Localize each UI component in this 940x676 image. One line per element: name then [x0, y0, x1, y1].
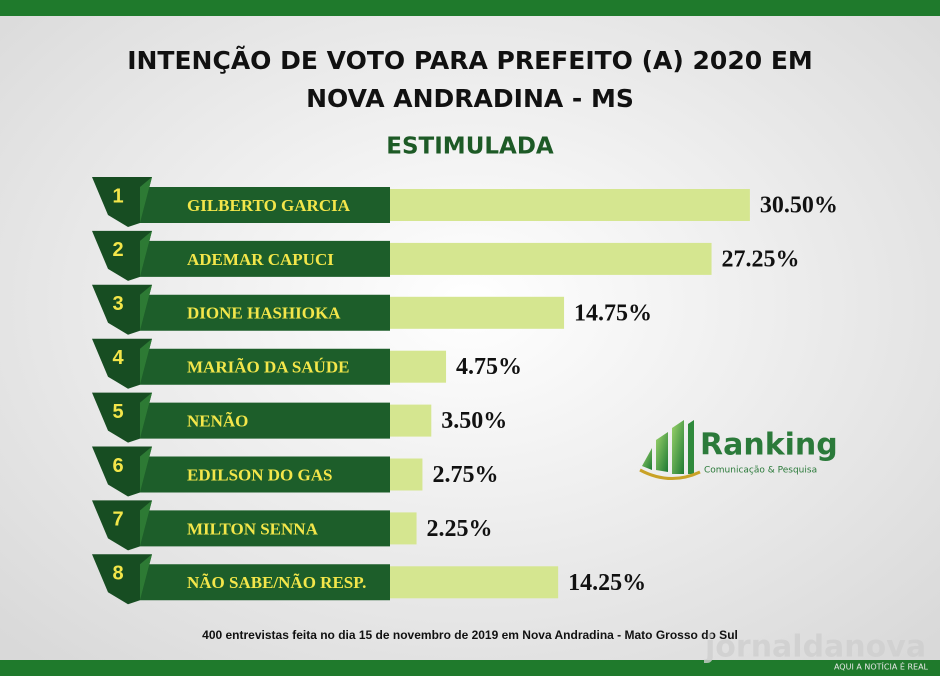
label-band	[128, 564, 390, 601]
label-band	[128, 294, 390, 331]
rank-tab-shade	[140, 338, 152, 385]
bar	[390, 296, 565, 329]
value-label: 14.75%	[574, 300, 652, 326]
watermark: jornaldanova	[704, 630, 926, 665]
logo-tagline: Comunicação & Pesquisa	[704, 466, 817, 476]
rank-tab	[92, 338, 152, 389]
label-band	[128, 456, 390, 493]
rank: 6	[112, 455, 123, 477]
bottom-band	[0, 660, 940, 676]
category-label: EDILSON DO GAS	[187, 465, 332, 484]
rank-tab-shade	[140, 284, 152, 331]
category-label: NENÃO	[187, 412, 248, 431]
rank-tab-shade	[140, 230, 152, 277]
logo: Ranking Comunicação & Pesquisa	[639, 420, 838, 481]
category-label: GILBERTO GARCIA	[187, 196, 351, 215]
rank-tab	[92, 446, 152, 497]
label-band	[128, 510, 390, 547]
value-label: 2.75%	[432, 462, 498, 488]
rank: 2	[112, 239, 123, 261]
bar	[390, 350, 447, 383]
rank-tab	[92, 554, 152, 605]
rank-tab-shade	[140, 392, 152, 439]
rank-tab-shade	[140, 554, 152, 601]
label-band	[128, 348, 390, 385]
label-band	[128, 402, 390, 439]
rank-tab	[92, 230, 152, 281]
value-label: 2.25%	[427, 516, 493, 542]
value-label: 3.50%	[441, 408, 507, 434]
value-label: 27.25%	[722, 246, 800, 272]
rank-tab	[92, 284, 152, 335]
bar	[390, 512, 417, 545]
category-label: NÃO SABE/NÃO RESP.	[187, 573, 366, 592]
watermark-tagline: AQUI A NOTÍCIA É REAL	[834, 661, 929, 672]
rank-tab-shade	[140, 177, 152, 223]
rank: 1	[112, 185, 123, 207]
category-label: MARIÃO DA SAÚDE	[187, 358, 349, 377]
value-label: 14.25%	[568, 570, 646, 596]
top-band	[0, 0, 940, 16]
rank-tab	[92, 392, 152, 443]
bar	[390, 242, 712, 275]
rank: 3	[112, 293, 123, 315]
rank-tab	[92, 500, 152, 551]
chart-subtitle: ESTIMULADA	[386, 134, 554, 160]
label-band	[128, 240, 390, 277]
rank-tab-shade	[140, 446, 152, 493]
rank: 4	[112, 347, 124, 369]
bar	[390, 404, 432, 437]
rank: 5	[112, 401, 123, 423]
category-label: MILTON SENNA	[187, 519, 319, 538]
bar	[390, 458, 423, 491]
bar	[390, 189, 750, 221]
rank-tab-shade	[140, 500, 152, 547]
chart-title: NOVA ANDRADINA - MS	[306, 84, 634, 113]
value-label: 4.75%	[456, 354, 522, 380]
category-label: DIONE HASHIOKA	[187, 304, 341, 323]
footnote: 400 entrevistas feita no dia 15 de novem…	[202, 628, 738, 642]
value-label: 30.50%	[760, 193, 838, 219]
rank: 8	[112, 563, 123, 585]
chart-title: INTENÇÃO DE VOTO PARA PREFEITO (A) 2020 …	[127, 46, 813, 75]
rank-tab	[92, 177, 152, 227]
label-band	[128, 187, 390, 223]
rank: 7	[112, 509, 123, 531]
logo-name: Ranking	[700, 428, 838, 463]
bar	[390, 566, 559, 599]
category-label: ADEMAR CAPUCI	[187, 250, 334, 269]
